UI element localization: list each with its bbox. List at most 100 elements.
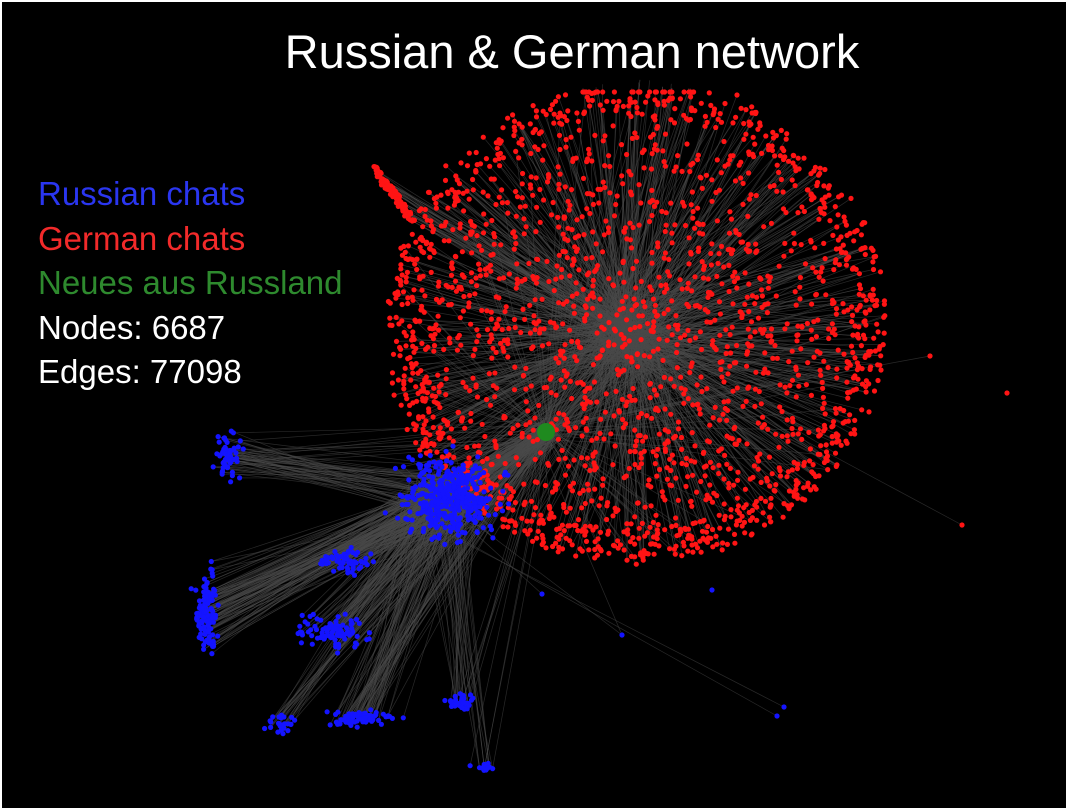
german-chat-node <box>523 422 529 428</box>
network-edge <box>632 368 790 492</box>
german-chat-node <box>690 208 696 215</box>
german-chat-node <box>765 426 771 432</box>
german-chat-node <box>758 495 764 501</box>
german-chat-node <box>797 274 804 281</box>
german-chat-node <box>805 187 811 193</box>
german-chat-node <box>538 512 544 518</box>
german-chat-node <box>470 375 476 381</box>
network-edge <box>546 428 820 455</box>
german-chat-node <box>583 304 589 311</box>
network-edge <box>560 354 607 535</box>
german-chat-node <box>431 442 437 448</box>
german-chat-node <box>768 339 774 345</box>
german-chat-node <box>430 424 436 431</box>
german-chat-node <box>855 376 861 382</box>
german-chat-node <box>870 259 876 265</box>
russian-chat-node <box>455 494 461 500</box>
german-chat-node <box>697 329 704 335</box>
german-chat-node <box>866 381 872 387</box>
german-chat-node <box>691 89 697 95</box>
german-chat-node <box>651 387 658 393</box>
german-chat-node <box>432 331 438 337</box>
german-chat-node <box>608 431 614 437</box>
network-edge <box>415 321 544 437</box>
german-chat-node <box>562 92 569 98</box>
german-chat-node <box>647 199 653 205</box>
german-chat-node <box>734 507 740 513</box>
german-chat-node <box>700 221 706 227</box>
german-chat-node <box>547 106 554 112</box>
german-chat-node <box>414 256 420 262</box>
german-chat-node <box>621 529 627 535</box>
german-chat-node <box>525 408 531 414</box>
german-chat-node <box>747 517 754 524</box>
german-chat-node <box>634 134 640 141</box>
german-chat-node <box>730 153 736 159</box>
german-chat-node <box>702 473 708 479</box>
german-chat-node <box>703 172 710 178</box>
german-chat-node <box>697 304 703 310</box>
german-chat-node <box>464 163 471 169</box>
network-edge <box>611 224 700 335</box>
network-edge <box>542 101 631 430</box>
german-chat-node <box>774 188 780 194</box>
german-chat-node <box>563 373 569 379</box>
german-chat-node <box>511 124 517 130</box>
german-chat-node <box>690 402 696 408</box>
german-chat-node <box>745 341 751 347</box>
russian-chat-node <box>449 516 455 522</box>
german-chat-node <box>397 277 403 283</box>
russian-chat-node <box>430 480 436 486</box>
german-chat-node <box>639 111 645 117</box>
german-chat-node <box>687 369 693 376</box>
german-chat-node <box>409 231 415 237</box>
german-chat-node <box>848 195 854 201</box>
german-chat-node <box>662 446 668 452</box>
german-chat-node <box>503 304 509 310</box>
german-chat-node <box>403 343 409 349</box>
german-chat-node <box>500 155 506 161</box>
german-chat-node <box>594 552 601 558</box>
german-chat-node <box>813 334 820 340</box>
german-chat-node <box>832 406 839 412</box>
german-chat-node <box>607 163 613 170</box>
german-chat-node <box>745 213 751 219</box>
german-chat-node <box>721 379 727 385</box>
german-chat-node <box>813 292 819 298</box>
russian-chat-node <box>446 487 453 493</box>
german-chat-node <box>689 542 695 548</box>
german-chat-node <box>792 289 798 295</box>
german-chat-node <box>650 449 656 455</box>
german-chat-node <box>538 517 544 523</box>
german-chat-node <box>823 455 829 461</box>
german-chat-node <box>457 221 463 227</box>
network-edge <box>463 277 550 433</box>
network-edge <box>222 472 429 498</box>
german-chat-node <box>473 149 479 156</box>
german-chat-node <box>767 504 773 510</box>
german-chat-node <box>439 297 445 303</box>
russian-chat-node <box>392 465 398 471</box>
german-chat-node <box>510 426 516 432</box>
german-chat-node <box>707 482 713 488</box>
german-chat-node <box>795 155 801 161</box>
network-edge <box>433 345 635 428</box>
german-chat-node <box>847 230 853 236</box>
network-edge <box>548 116 632 439</box>
german-chat-node <box>703 463 709 469</box>
german-chat-node <box>634 110 641 116</box>
german-chat-node <box>661 255 667 261</box>
german-chat-node <box>527 330 534 336</box>
german-chat-node <box>514 280 520 287</box>
german-chat-node <box>820 278 826 284</box>
german-chat-node <box>614 367 621 373</box>
german-chat-node <box>692 274 698 280</box>
german-chat-node <box>697 174 703 180</box>
german-chat-node <box>856 282 863 288</box>
german-chat-node <box>456 181 463 187</box>
german-chat-node <box>847 412 853 418</box>
german-chat-node <box>508 493 514 500</box>
german-chat-node <box>594 399 600 405</box>
german-chat-node <box>543 111 549 118</box>
